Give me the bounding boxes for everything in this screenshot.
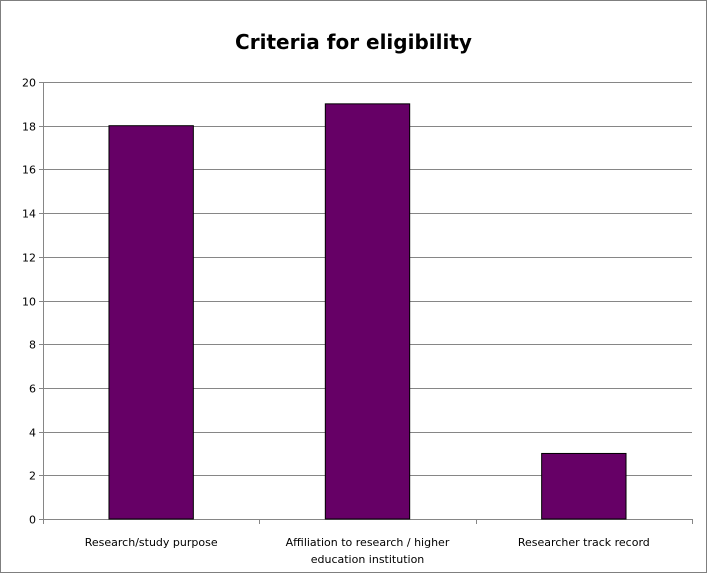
bar — [108, 125, 194, 520]
y-tick-label: 2 — [29, 470, 36, 483]
y-tick-label: 10 — [22, 296, 36, 309]
chart-title: Criteria for eligibility — [235, 30, 472, 54]
y-tick-label: 12 — [22, 252, 36, 265]
y-tick-label: 14 — [22, 208, 36, 221]
bar — [541, 452, 627, 520]
bar — [324, 103, 411, 520]
x-category-label: Researcher track record — [518, 536, 650, 549]
y-tick-label: 4 — [29, 427, 36, 440]
x-category-label: Affiliation to research / higher — [286, 536, 450, 549]
y-tick-label: 8 — [29, 339, 36, 352]
y-tick-label: 16 — [22, 164, 36, 177]
y-tick-label: 20 — [22, 77, 36, 90]
y-tick-label: 18 — [22, 121, 36, 134]
y-tick-label: 0 — [29, 514, 36, 527]
x-category-label: Research/study purpose — [85, 536, 218, 549]
y-tick-label: 6 — [29, 383, 36, 396]
x-category-label: education institution — [311, 553, 425, 566]
